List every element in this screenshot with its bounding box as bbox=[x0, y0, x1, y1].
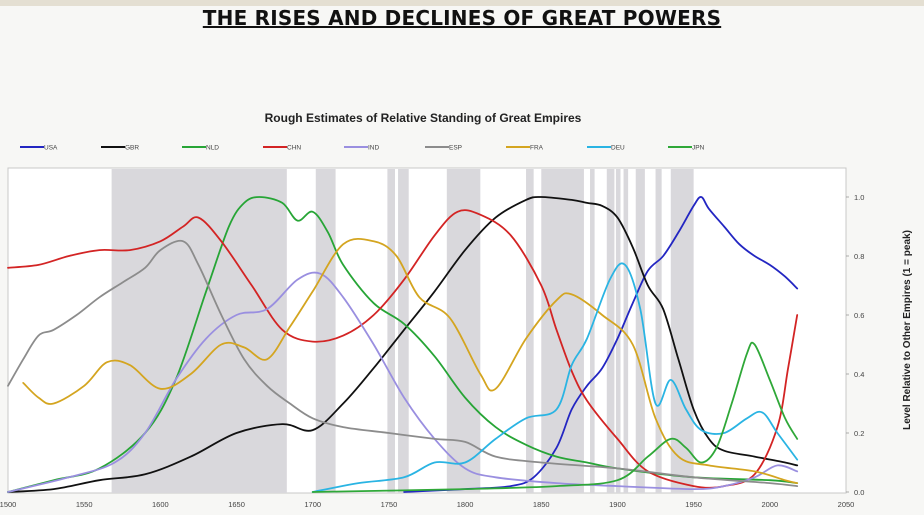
legend-label-deu: DEU bbox=[611, 145, 625, 152]
shaded-period-6 bbox=[541, 169, 584, 493]
x-tick-label-1650: 1650 bbox=[228, 500, 245, 509]
legend-label-nld: NLD bbox=[206, 145, 219, 152]
y-tick-label-1.0: 1.0 bbox=[854, 193, 864, 202]
x-tick-label-1850: 1850 bbox=[533, 500, 550, 509]
x-axis: 1500 1550 1600 1650 1700 1750 1800 1850 1900 1950… bbox=[0, 500, 854, 509]
x-tick-label-1750: 1750 bbox=[381, 500, 398, 509]
legend-label-ind: IND bbox=[368, 145, 380, 152]
series-line-fra bbox=[22, 237, 799, 484]
y-axis: 0.0 0.2 0.4 0.6 0.8 1.0 bbox=[846, 193, 864, 497]
shaded-period-1 bbox=[315, 169, 336, 493]
shaded-period-2 bbox=[387, 169, 396, 493]
x-tick-label-1550: 1550 bbox=[76, 500, 93, 509]
series-line-esp bbox=[7, 239, 799, 487]
shaded-period-10 bbox=[623, 169, 629, 493]
legend-label-gbr: GBR bbox=[125, 145, 139, 152]
shaded-period-9 bbox=[615, 169, 621, 493]
y-tick-label-0.4: 0.4 bbox=[854, 370, 864, 379]
x-tick-label-2000: 2000 bbox=[761, 500, 778, 509]
legend-label-esp: ESP bbox=[449, 145, 462, 152]
legend-label-jpn: JPN bbox=[692, 145, 705, 152]
shaded-periods bbox=[111, 169, 694, 493]
series-lines bbox=[7, 196, 799, 493]
top-strip bbox=[0, 0, 924, 6]
main-title: THE RISES AND DECLINES OF GREAT POWERS bbox=[202, 6, 722, 30]
shaded-period-11 bbox=[635, 169, 645, 493]
shaded-period-4 bbox=[446, 169, 481, 493]
x-tick-label-2050: 2050 bbox=[838, 500, 855, 509]
y-tick-label-0.6: 0.6 bbox=[854, 311, 864, 320]
legend-label-usa: USA bbox=[44, 145, 58, 152]
series-line-usa bbox=[403, 196, 799, 493]
series-line-ind bbox=[7, 271, 799, 493]
x-tick-label-1500: 1500 bbox=[0, 500, 16, 509]
y-tick-label-0.0: 0.0 bbox=[854, 488, 864, 497]
shaded-period-5 bbox=[526, 169, 534, 493]
series-line-gbr bbox=[7, 196, 799, 493]
chart-title: Rough Estimates of Relative Standing of … bbox=[264, 111, 582, 125]
x-tick-label-1700: 1700 bbox=[304, 500, 321, 509]
shaded-period-7 bbox=[590, 169, 595, 493]
x-tick-label-1950: 1950 bbox=[685, 500, 702, 509]
legend-label-fra: FRA bbox=[530, 145, 544, 152]
shaded-period-8 bbox=[606, 169, 615, 493]
x-tick-label-1800: 1800 bbox=[457, 500, 474, 509]
series-line-deu bbox=[311, 262, 799, 493]
series-line-jpn bbox=[311, 341, 799, 493]
x-tick-label-1900: 1900 bbox=[609, 500, 626, 509]
legend: USA GBR NLD CHN IND ESP FRA DEU JPN bbox=[20, 145, 705, 152]
x-tick-label-1600: 1600 bbox=[152, 500, 169, 509]
y-tick-label-0.2: 0.2 bbox=[854, 429, 864, 438]
legend-label-chn: CHN bbox=[287, 145, 301, 152]
series-line-nld bbox=[7, 196, 799, 493]
y-axis-label: Level Relative to Other Empires (1 = pea… bbox=[902, 230, 913, 430]
series-line-chn bbox=[7, 209, 799, 489]
shaded-period-12 bbox=[655, 169, 662, 493]
y-tick-label-0.8: 0.8 bbox=[854, 252, 864, 261]
